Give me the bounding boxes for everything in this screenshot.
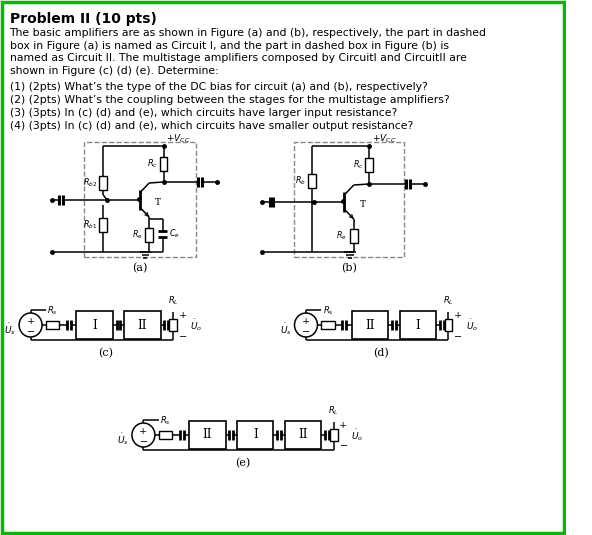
Text: +: + xyxy=(339,421,348,430)
Text: $C_e$: $C_e$ xyxy=(169,227,180,240)
Text: (2) (2pts) What’s the coupling between the stages for the multistage amplifiers?: (2) (2pts) What’s the coupling between t… xyxy=(9,95,449,105)
Text: $-$: $-$ xyxy=(453,331,462,340)
Bar xyxy=(330,429,337,441)
Bar xyxy=(99,218,107,232)
Text: (b): (b) xyxy=(342,263,358,273)
Text: I: I xyxy=(416,318,420,332)
Bar xyxy=(46,321,59,329)
Text: $\dot{U}_o$: $\dot{U}_o$ xyxy=(351,427,363,443)
Text: $-$: $-$ xyxy=(178,331,187,340)
Text: $\dot{U}_o$: $\dot{U}_o$ xyxy=(466,317,478,333)
Text: Problem II (10 pts): Problem II (10 pts) xyxy=(9,12,156,26)
Text: $R_c$: $R_c$ xyxy=(353,159,363,171)
Bar xyxy=(237,421,274,449)
Text: $R_s$: $R_s$ xyxy=(160,415,171,427)
Text: II: II xyxy=(138,318,147,332)
Text: $-$: $-$ xyxy=(339,440,348,449)
Text: I: I xyxy=(92,318,97,332)
Bar xyxy=(84,142,196,257)
Text: $\dot{U}_s$: $\dot{U}_s$ xyxy=(280,321,292,337)
Bar xyxy=(169,319,177,331)
Text: named as Circuit II. The multistage amplifiers composed by CircuitI and CircuitI: named as Circuit II. The multistage ampl… xyxy=(9,53,466,63)
Text: $R_s$: $R_s$ xyxy=(323,304,333,317)
Text: (4) (3pts) In (c) (d) and (e), which circuits have smaller output resistance?: (4) (3pts) In (c) (d) and (e), which cir… xyxy=(9,121,413,131)
Text: $\dot{U}_s$: $\dot{U}_s$ xyxy=(117,431,129,447)
Text: box in Figure (a) is named as Circuit I, and the part in dashed box in Figure (b: box in Figure (a) is named as Circuit I,… xyxy=(9,41,449,50)
Bar xyxy=(99,175,107,189)
Text: $+V_{CC}$: $+V_{CC}$ xyxy=(166,133,191,145)
Bar xyxy=(285,421,321,449)
Bar xyxy=(400,311,436,339)
Text: (1) (2pts) What’s the type of the DC bias for circuit (a) and (b), respectively?: (1) (2pts) What’s the type of the DC bia… xyxy=(9,82,427,92)
Bar xyxy=(352,311,388,339)
Text: (d): (d) xyxy=(373,348,389,358)
Text: $-$: $-$ xyxy=(301,325,311,334)
Bar xyxy=(189,421,226,449)
Bar xyxy=(308,173,316,187)
Bar xyxy=(76,311,113,339)
Text: $R_e$: $R_e$ xyxy=(131,228,143,241)
Text: $R_c$: $R_c$ xyxy=(147,158,157,170)
Text: $R_s$: $R_s$ xyxy=(47,304,58,317)
Text: $\dot{U}_s$: $\dot{U}_s$ xyxy=(4,321,16,337)
Bar xyxy=(321,321,334,329)
Text: $-$: $-$ xyxy=(139,435,148,445)
Text: $R_L$: $R_L$ xyxy=(443,294,454,307)
Text: $\dot{U}_o$: $\dot{U}_o$ xyxy=(190,317,202,333)
Text: shown in Figure (c) (d) (e). Determine:: shown in Figure (c) (d) (e). Determine: xyxy=(9,65,218,75)
Text: +: + xyxy=(179,310,186,319)
Text: I: I xyxy=(253,429,258,441)
Text: T: T xyxy=(155,197,161,207)
Text: $R_{b2}$: $R_{b2}$ xyxy=(83,176,98,189)
Bar xyxy=(124,311,160,339)
Text: $R_b$: $R_b$ xyxy=(295,174,306,187)
Text: (a): (a) xyxy=(133,263,148,273)
Text: +: + xyxy=(27,317,35,325)
Text: $+V_{CC}$: $+V_{CC}$ xyxy=(372,133,397,145)
Text: (c): (c) xyxy=(98,348,113,358)
Text: (3) (3pts) In (c) (d) and (e), which circuits have larger input resistance?: (3) (3pts) In (c) (d) and (e), which cir… xyxy=(9,108,397,118)
Text: II: II xyxy=(298,429,308,441)
Bar xyxy=(146,227,153,241)
Text: +: + xyxy=(454,310,462,319)
Text: $R_L$: $R_L$ xyxy=(329,404,339,417)
Bar xyxy=(350,228,358,242)
FancyBboxPatch shape xyxy=(2,2,564,533)
Text: $R_e$: $R_e$ xyxy=(336,230,347,242)
Text: The basic amplifiers are as shown in Figure (a) and (b), respectively, the part : The basic amplifiers are as shown in Fig… xyxy=(9,28,487,38)
Text: II: II xyxy=(365,318,375,332)
Text: II: II xyxy=(202,429,213,441)
Text: $R_{b1}$: $R_{b1}$ xyxy=(83,218,98,231)
Bar xyxy=(160,157,168,171)
Text: $-$: $-$ xyxy=(26,325,35,334)
Text: (e): (e) xyxy=(235,458,250,468)
Text: +: + xyxy=(302,317,310,325)
Text: +: + xyxy=(139,426,147,435)
Bar xyxy=(365,158,373,172)
Text: T: T xyxy=(359,200,365,209)
Bar xyxy=(294,142,404,257)
Bar xyxy=(445,319,452,331)
Text: $R_L$: $R_L$ xyxy=(168,294,178,307)
Bar xyxy=(159,431,172,439)
